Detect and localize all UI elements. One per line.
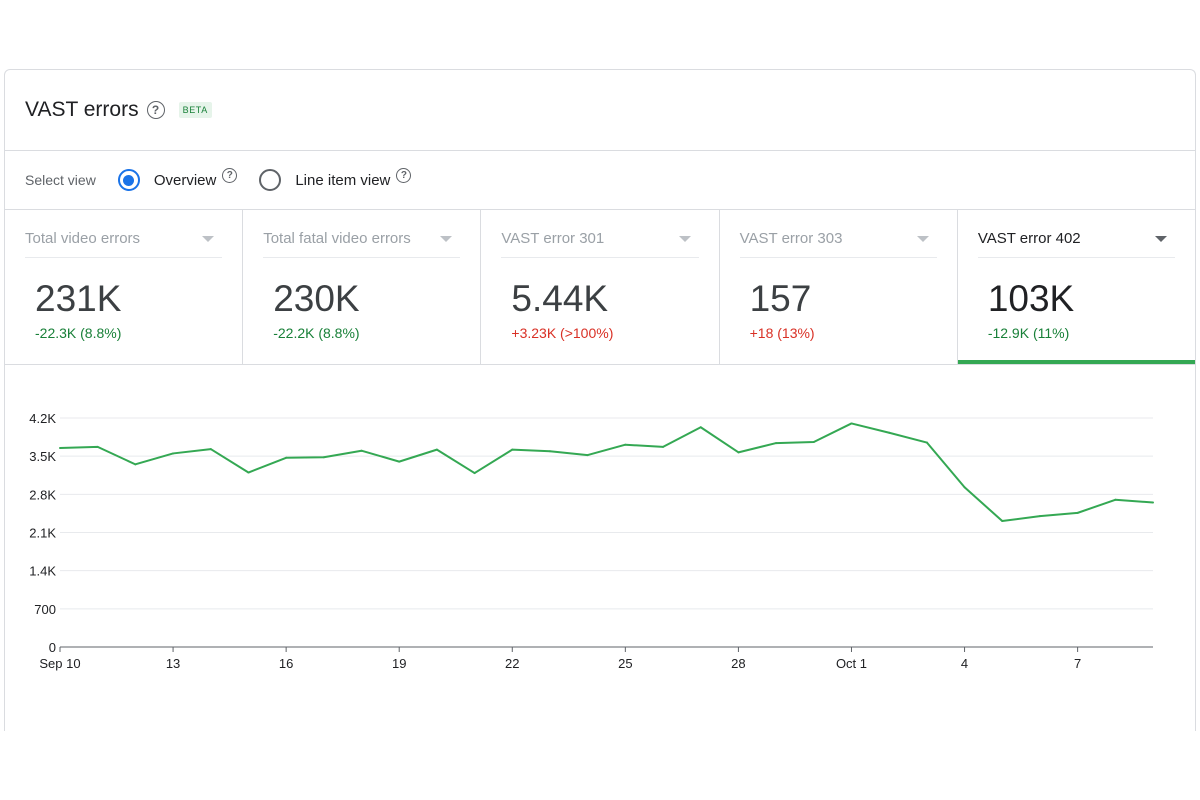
data-point	[96, 445, 99, 448]
data-point	[1076, 511, 1079, 514]
metric-label: Total fatal video errors	[263, 230, 411, 247]
data-point	[737, 451, 740, 454]
data-point	[1152, 501, 1154, 504]
dropdown-arrow-icon[interactable]	[1155, 236, 1168, 242]
card-title: VAST errors	[25, 98, 139, 121]
help-icon[interactable]: ?	[146, 101, 165, 119]
view-option-line-item[interactable]: Line item view ?	[259, 167, 412, 191]
metric-label: VAST error 402	[977, 230, 1081, 247]
dropdown-arrow-icon[interactable]	[678, 236, 691, 242]
x-tick-label: Sep 10	[39, 656, 80, 671]
data-point	[209, 448, 212, 451]
radio-button-line-item[interactable]	[259, 169, 282, 191]
data-point	[963, 486, 966, 489]
data-point	[699, 426, 702, 429]
data-point	[134, 463, 137, 466]
metric-value: 231K	[35, 278, 122, 319]
x-tick-label: 28	[731, 656, 745, 671]
y-tick-label: 1.4K	[29, 564, 56, 579]
data-point	[435, 448, 438, 451]
data-point	[285, 456, 288, 459]
data-point	[850, 422, 853, 425]
data-point	[1114, 498, 1117, 501]
data-point	[511, 448, 514, 451]
metric-delta: +18 (13%)	[749, 325, 815, 341]
dropdown-arrow-icon[interactable]	[202, 236, 215, 242]
metric-selector[interactable]: Total fatal video errors	[263, 230, 461, 258]
data-point	[812, 440, 815, 443]
y-tick-label: 4.2K	[29, 411, 56, 426]
data-point	[1038, 515, 1041, 518]
view-option-overview[interactable]: Overview ?	[117, 167, 238, 191]
data-point	[925, 441, 928, 444]
data-point	[473, 472, 476, 475]
select-view-label: Select view	[25, 172, 96, 188]
dropdown-arrow-icon[interactable]	[916, 236, 929, 242]
metric-selector[interactable]: VAST error 402	[977, 230, 1176, 258]
select-view-bar: Select view Overview ? Line item view ?	[5, 151, 1195, 210]
series-line	[59, 422, 1154, 523]
view-option-label: Overview	[153, 171, 217, 189]
x-tick-label: 25	[618, 656, 632, 671]
data-point	[322, 456, 325, 459]
y-tick-label: 3.5K	[29, 449, 56, 464]
metric-label: Total video errors	[25, 230, 141, 247]
x-tick-label: 13	[166, 656, 180, 671]
vast-errors-card: VAST errors ? BETA Select view Overview …	[4, 69, 1196, 731]
x-tick-label: 4	[961, 656, 968, 671]
y-tick-label: 2.1K	[29, 526, 56, 541]
beta-badge: BETA	[178, 102, 212, 118]
y-tick-label: 2.8K	[29, 487, 56, 502]
metric-tabs: Total video errors 231K -22.3K (8.8%) To…	[5, 210, 1195, 365]
help-icon[interactable]: ?	[396, 167, 412, 183]
metric-tab-total-video-errors[interactable]: Total video errors 231K -22.3K (8.8%)	[5, 210, 244, 364]
card-header: VAST errors ? BETA	[5, 70, 1195, 151]
data-point	[888, 431, 891, 434]
metric-tab-vast-error-301[interactable]: VAST error 301 5.44K +3.23K (>100%)	[481, 210, 720, 364]
metric-selector[interactable]: Total video errors	[25, 230, 223, 258]
x-tick-label: Oct 1	[836, 656, 867, 671]
metric-label: VAST error 301	[501, 230, 605, 247]
data-point	[586, 454, 589, 457]
data-point	[662, 445, 665, 448]
metric-tab-total-fatal-video-errors[interactable]: Total fatal video errors 230K -22.2K (8.…	[243, 210, 482, 364]
data-point	[624, 443, 627, 446]
data-point	[775, 442, 778, 445]
metric-value: 103K	[987, 278, 1075, 319]
data-point	[247, 471, 250, 474]
metric-tab-vast-error-402[interactable]: VAST error 402 103K -12.9K (11%)	[957, 210, 1195, 364]
data-point	[360, 449, 363, 452]
help-icon[interactable]: ?	[222, 167, 238, 183]
x-tick-label: 16	[279, 656, 293, 671]
metric-value: 5.44K	[511, 278, 609, 319]
metric-delta: -22.3K (8.8%)	[35, 325, 122, 341]
metric-selector[interactable]: VAST error 303	[739, 230, 937, 258]
y-tick-label: 700	[34, 602, 56, 617]
active-tab-indicator	[957, 360, 1195, 364]
metric-delta: +3.23K (>100%)	[511, 325, 614, 341]
data-point	[1001, 520, 1004, 523]
x-tick-label: 19	[392, 656, 406, 671]
metric-value: 157	[749, 278, 812, 319]
metric-selector[interactable]: VAST error 301	[501, 230, 699, 258]
metric-value: 230K	[273, 278, 360, 319]
y-tick-label: 0	[49, 640, 56, 655]
x-tick-label: 22	[505, 656, 519, 671]
line-chart: 0 700 1.4K 2.1K 2.8K 3.5K 4.2K Sep 10 13 16 19 22 25…	[29, 411, 1154, 671]
data-point	[398, 460, 401, 463]
metric-delta: -12.9K (11%)	[987, 325, 1070, 341]
radio-button-overview[interactable]	[117, 169, 140, 191]
data-point	[59, 446, 61, 449]
view-option-label: Line item view	[295, 171, 391, 189]
data-point	[548, 450, 551, 453]
metric-delta: -22.2K (8.8%)	[273, 325, 360, 341]
x-tick-label: 7	[1074, 656, 1081, 671]
dropdown-arrow-icon[interactable]	[440, 236, 453, 242]
data-point	[172, 452, 175, 455]
metric-tab-vast-error-303[interactable]: VAST error 303 157 +18 (13%)	[720, 210, 958, 364]
metric-label: VAST error 303	[739, 230, 843, 247]
